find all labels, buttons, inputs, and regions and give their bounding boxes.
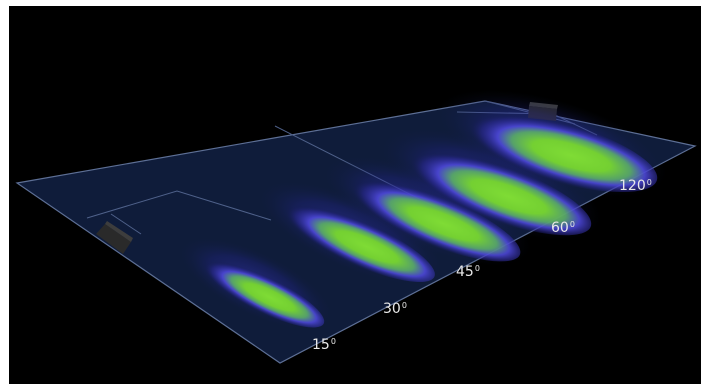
beam-angle-label: 450 — [456, 264, 480, 280]
beam-footprint — [452, 109, 658, 193]
beam-angle-value: 120 — [619, 178, 646, 194]
beam-angle-value: 60 — [551, 220, 569, 236]
beam-footprint — [394, 146, 592, 236]
beam-angle-unit: 0 — [646, 178, 652, 187]
beam-angle-unit: 0 — [401, 301, 407, 310]
beam-angle-label: 300 — [383, 301, 407, 317]
beam-angle-label: 600 — [551, 220, 575, 236]
beam-angle-label: 150 — [312, 337, 336, 353]
render-viewport: 150 300 450 600 1200 — [9, 6, 701, 384]
beam-angle-value: 30 — [383, 301, 401, 317]
beam-footprint — [273, 199, 435, 283]
beam-layer — [177, 89, 667, 332]
beam-footprint — [337, 174, 521, 262]
floodlight-fixture-left — [96, 221, 133, 254]
beam-angle-label: 1200 — [619, 178, 652, 194]
beam-angle-value: 15 — [312, 337, 330, 353]
beam-angle-unit: 0 — [569, 220, 575, 229]
beam-footprint — [193, 256, 325, 328]
beam-angle-value: 45 — [456, 264, 474, 280]
beam-angle-unit: 0 — [330, 337, 336, 346]
floodlight-scene — [15, 89, 697, 364]
beam-angle-unit: 0 — [474, 264, 480, 273]
